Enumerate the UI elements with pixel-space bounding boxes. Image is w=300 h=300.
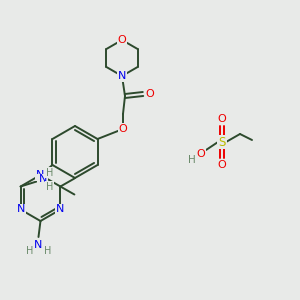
Text: N: N xyxy=(56,205,64,214)
Text: H: H xyxy=(44,246,51,256)
Text: H: H xyxy=(46,182,53,191)
Text: N: N xyxy=(16,205,25,214)
Text: N: N xyxy=(38,175,47,184)
Text: N: N xyxy=(36,170,45,180)
Text: H: H xyxy=(26,246,33,256)
Text: O: O xyxy=(146,89,154,99)
Text: O: O xyxy=(218,160,226,170)
Text: N: N xyxy=(118,71,126,81)
Text: O: O xyxy=(118,35,126,45)
Text: O: O xyxy=(118,124,127,134)
Text: S: S xyxy=(218,136,226,148)
Text: N: N xyxy=(34,240,43,250)
Text: H: H xyxy=(188,155,196,165)
Text: O: O xyxy=(218,114,226,124)
Text: H: H xyxy=(46,167,53,178)
Text: O: O xyxy=(196,149,206,159)
